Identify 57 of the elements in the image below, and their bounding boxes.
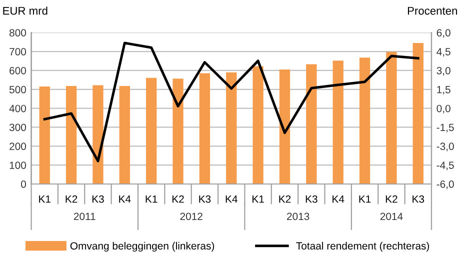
bar [252,66,264,184]
x-tick-label: K1 [252,196,264,203]
legend-label: Totaal rendement (rechteras) [296,242,430,252]
text: 2012 [180,212,202,220]
x-tick-label: K3 [92,195,104,203]
x-tick-label: K3 [199,195,211,203]
x-tick-label: K2 [172,195,184,203]
y2-tick-label: 6,0 [436,29,450,38]
y2-tick-label: -4,5 [436,162,454,170]
text: 2011 [74,212,96,220]
y-tick-label: 800 [9,29,26,36]
bar [386,52,397,184]
bar [199,73,210,184]
x-tick-label: K1 [359,196,371,203]
line-series [43,42,420,162]
legend-label: Omvang beleggingen (linkeras) [70,242,214,252]
bar [226,72,237,184]
bar [332,60,344,184]
x-tick-label: K2 [279,195,291,203]
y-tick-label: 200 [10,142,26,150]
x-tick-label: K3 [306,195,318,203]
y-tick-label: 300 [9,124,26,132]
y2-tick-label: -6,0 [436,180,454,190]
x-tick-label: K4 [226,196,238,203]
y2-tick-label: -3,0 [436,142,454,152]
bar [92,85,104,184]
y-tick-label: 100 [10,162,26,169]
bar [306,64,317,184]
x-tick-label: K2 [386,195,398,203]
bar [172,78,184,184]
bar [146,78,157,184]
x-tick-label: K1 [146,196,158,203]
bar [359,58,370,184]
y2-tick-label: 4,5 [436,48,450,57]
y2-tick-label: 3,0 [436,66,450,76]
bar [66,86,77,184]
x-tick-label: K2 [66,195,78,203]
bar [39,86,50,184]
y-tick-label: 500 [9,86,26,94]
x-tick-label: K1 [39,196,50,203]
text: 2013 [287,212,310,220]
text: 2014 [380,212,403,220]
y-tick-label: 700 [10,48,26,56]
y2-tick-label: 1,5 [437,86,450,94]
y2-axis-title: Procenten [408,6,457,15]
bar [119,86,130,184]
x-tick-label: K3 [412,195,424,203]
y-tick-label: 600 [10,66,26,74]
x-tick-label: K4 [119,196,131,203]
y2-tick-label: -1,5 [436,124,454,132]
y2-tick-label: 0,0 [436,104,450,114]
bar [412,43,424,184]
bar [279,70,290,184]
y-tick-label: 0 [21,180,26,188]
y-axis-title: EUR mrd [3,6,48,15]
x-tick-label: K4 [332,196,344,203]
y-tick-label: 400 [9,104,26,112]
